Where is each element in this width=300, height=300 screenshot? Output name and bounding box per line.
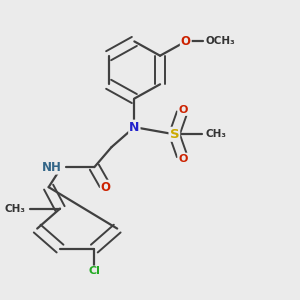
- Text: CH₃: CH₃: [206, 129, 227, 139]
- Text: O: O: [178, 154, 188, 164]
- Text: O: O: [178, 105, 188, 115]
- Text: NH: NH: [42, 160, 62, 174]
- Text: O: O: [101, 181, 111, 194]
- Text: CH₃: CH₃: [5, 204, 26, 214]
- Text: N: N: [129, 121, 140, 134]
- Text: S: S: [169, 128, 179, 141]
- Text: OCH₃: OCH₃: [206, 36, 236, 46]
- Text: O: O: [181, 35, 191, 48]
- Text: Cl: Cl: [88, 266, 100, 276]
